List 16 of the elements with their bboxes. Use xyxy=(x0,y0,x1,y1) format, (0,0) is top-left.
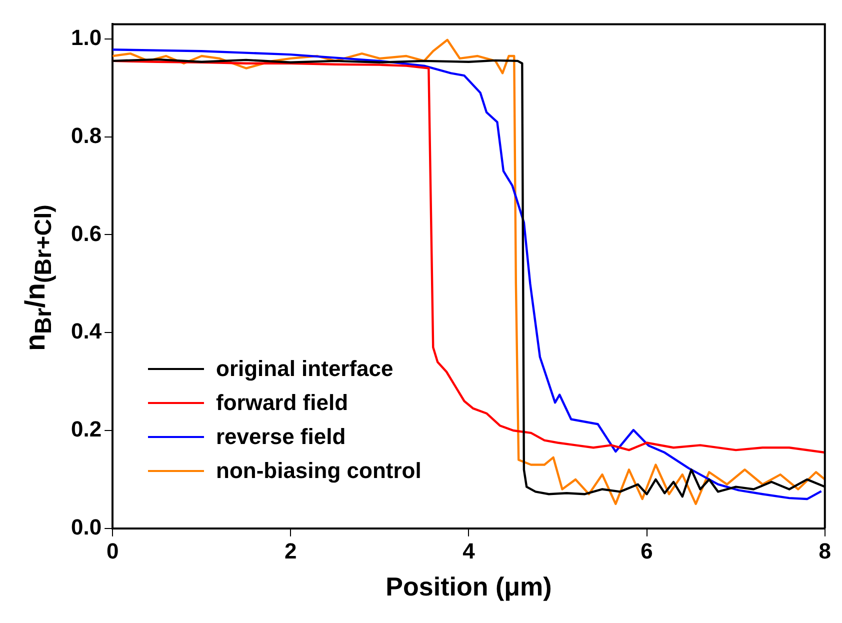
y-tick-label: 0.8 xyxy=(70,122,102,148)
y-tick-label: 1.0 xyxy=(70,24,102,50)
x-axis-title: Position (μm) xyxy=(386,572,552,602)
x-tick-label: 8 xyxy=(818,538,832,564)
legend-label: forward field xyxy=(216,389,348,417)
legend-label: non-biasing control xyxy=(216,457,422,485)
legend-label: reverse field xyxy=(216,423,346,451)
y-tick-label: 0.0 xyxy=(70,514,102,540)
legend-label: original interface xyxy=(216,355,394,383)
y-tick-label: 0.4 xyxy=(70,318,102,344)
x-tick-label: 0 xyxy=(106,538,119,564)
y-tick-label: 0.6 xyxy=(70,220,102,246)
x-tick-label: 6 xyxy=(640,538,653,564)
x-tick-label: 4 xyxy=(462,538,476,564)
y-tick-label: 0.2 xyxy=(70,416,102,442)
x-tick-label: 2 xyxy=(284,538,297,564)
